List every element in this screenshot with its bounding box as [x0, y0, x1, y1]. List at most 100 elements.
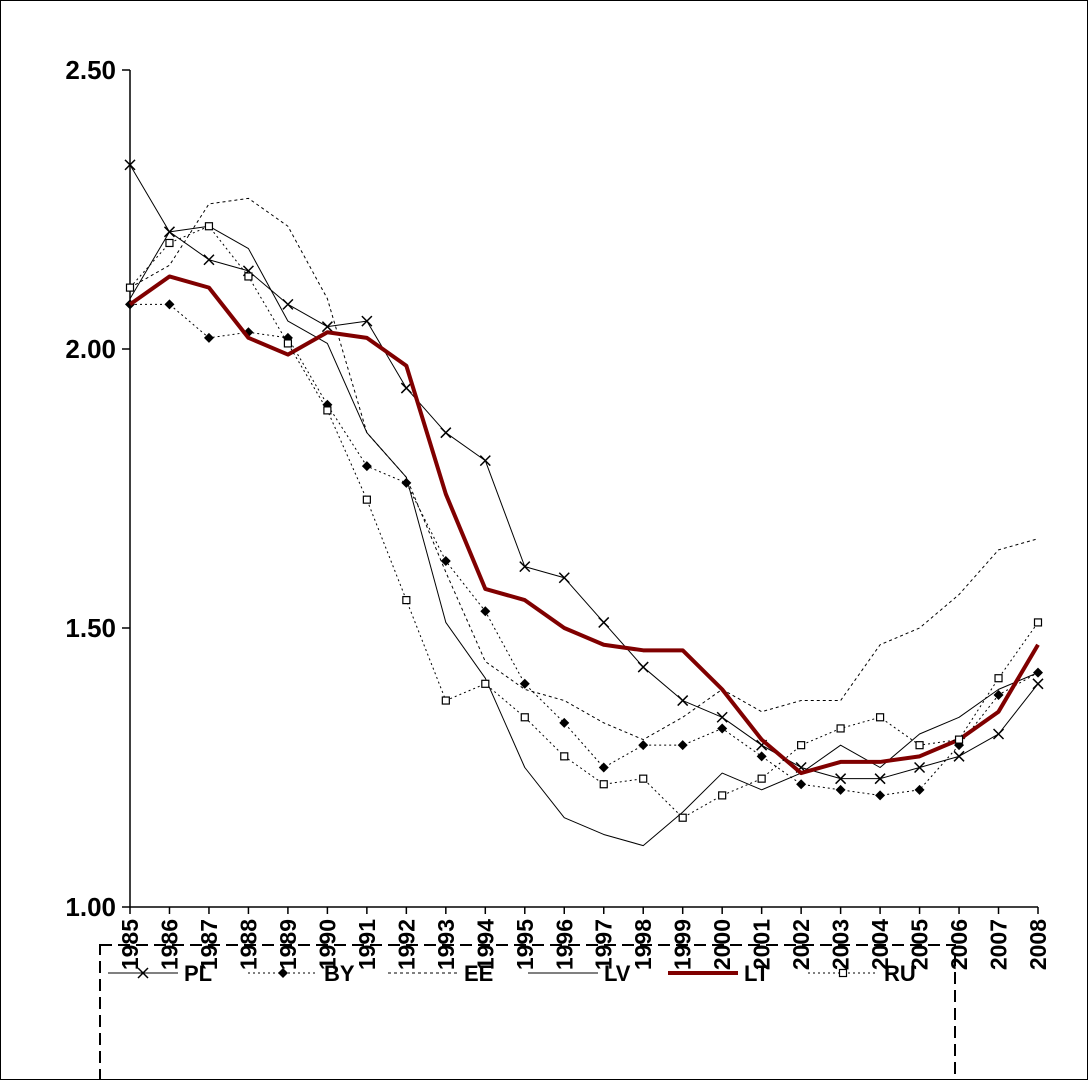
x-tick-label: 1987 [196, 919, 222, 970]
data-point [598, 616, 610, 628]
series-line [129, 225, 1039, 819]
data-point [914, 761, 926, 774]
legend-marker [137, 967, 149, 979]
x-tick-label: 1995 [512, 919, 538, 970]
x-tick-label: 1986 [156, 919, 182, 970]
data-point [560, 752, 569, 761]
data-point [125, 283, 135, 292]
x-tick-label: 1997 [591, 919, 617, 970]
x-tick-label: 2006 [946, 919, 972, 970]
marker-x [598, 616, 610, 628]
marker-x [874, 773, 886, 785]
marker-x [992, 728, 1005, 740]
marker-x [1032, 678, 1044, 690]
x-tick-label: 2002 [788, 919, 814, 970]
marker-x [124, 159, 136, 171]
data-point [558, 572, 570, 584]
legend-label: RU [884, 961, 916, 986]
data-point [954, 735, 964, 744]
legend-label: BY [324, 961, 355, 986]
series-line [129, 164, 1039, 780]
x-tick-label: 1991 [354, 919, 380, 970]
marker-x [519, 561, 531, 573]
data-point [915, 741, 924, 750]
data-point [599, 780, 608, 789]
data-point [1032, 678, 1044, 690]
data-point [283, 339, 293, 348]
legend-label: LV [604, 961, 631, 986]
marker-x [953, 750, 965, 762]
data-point [519, 678, 530, 689]
data-point [598, 762, 609, 773]
x-tick-label: 2000 [709, 919, 735, 970]
data-point [717, 723, 728, 734]
marker-x [479, 455, 491, 467]
data-point [756, 751, 767, 762]
data-point [638, 740, 649, 751]
data-point [716, 711, 728, 723]
data-point [835, 773, 847, 785]
x-tick-label: 2007 [986, 919, 1012, 970]
series-line [128, 274, 1040, 776]
x-tick-label: 1988 [235, 919, 261, 970]
x-tick-label: 1989 [275, 919, 301, 970]
marker-x [637, 661, 649, 673]
x-tick-label: 1996 [551, 919, 577, 970]
x-tick-label: 2001 [749, 919, 775, 970]
data-point [993, 689, 1004, 700]
data-point [361, 461, 372, 472]
data-point [323, 406, 332, 415]
x-tick-label: 2004 [867, 919, 893, 970]
x-tick-label: 1998 [630, 919, 656, 970]
marker-x [203, 254, 215, 266]
data-point [520, 713, 529, 722]
data-point [914, 784, 925, 795]
data-point [757, 774, 766, 783]
data-point [402, 595, 411, 605]
marker-x [400, 382, 412, 394]
x-tick-label: 1985 [117, 919, 143, 970]
data-point [164, 299, 175, 310]
data-point [718, 791, 727, 800]
x-tick-label: 2005 [907, 919, 933, 970]
x-tick-label: 2003 [828, 919, 854, 970]
y-tick-label: 2.00 [65, 334, 116, 364]
data-point [479, 455, 491, 467]
marker-x [558, 572, 570, 584]
data-point [874, 773, 886, 785]
marker-x [321, 321, 333, 333]
legend-marker [278, 968, 288, 978]
x-tick-label: 1990 [314, 919, 340, 970]
data-point [994, 674, 1003, 683]
data-point [992, 728, 1005, 740]
x-tick-label: 1993 [433, 919, 459, 970]
data-point [637, 661, 649, 673]
data-point [678, 813, 687, 822]
data-point [400, 382, 412, 394]
data-point [480, 606, 491, 617]
data-point [559, 717, 570, 728]
data-point [440, 556, 451, 567]
data-point [362, 495, 371, 504]
marker-x [282, 298, 294, 310]
data-point [361, 315, 373, 327]
x-tick-label: 1999 [670, 919, 696, 970]
y-tick-label: 1.00 [65, 892, 116, 922]
data-point [441, 696, 450, 705]
data-point [244, 272, 253, 281]
data-point [639, 774, 648, 783]
data-point [165, 238, 174, 248]
data-point [835, 784, 846, 795]
data-point [440, 427, 452, 439]
marker-x [716, 711, 728, 723]
series-line [129, 197, 1039, 741]
marker-x [440, 427, 452, 439]
data-point [875, 713, 885, 722]
data-point [519, 561, 531, 573]
x-tick-label: 1992 [393, 919, 419, 970]
legend-label: LT [744, 961, 770, 986]
data-point [836, 724, 845, 733]
legend-label: PL [184, 961, 212, 986]
